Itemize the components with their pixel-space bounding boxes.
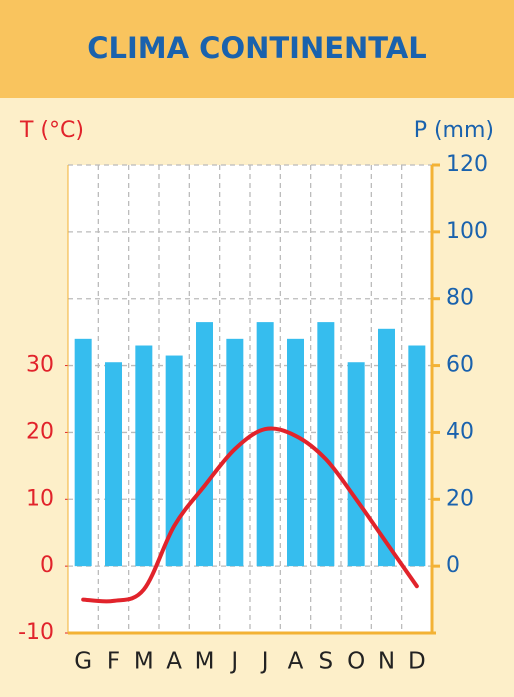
x-tick-label: M: [134, 649, 154, 675]
y-axis-label: T (°C): [19, 118, 84, 143]
y2-tick-label: 100: [446, 219, 488, 244]
y2-tick-label: 40: [446, 419, 474, 444]
y2-tick-label: 60: [446, 353, 474, 378]
y2-axis-label: P (mm): [414, 118, 494, 143]
x-tick-label: A: [288, 649, 304, 675]
x-tick-label: M: [195, 649, 215, 675]
y2-tick-label: 20: [446, 486, 474, 511]
x-tick-label: F: [107, 649, 120, 675]
bar: [135, 345, 153, 567]
x-tick-label: J: [229, 649, 238, 675]
chart-title: CLIMA CONTINENTAL: [87, 31, 427, 65]
y-tick-label: -10: [18, 620, 54, 645]
bar: [408, 345, 426, 567]
y-tick-label: 20: [26, 419, 54, 444]
x-tick-label: O: [347, 649, 365, 675]
bar: [256, 322, 274, 567]
x-tick-label: G: [74, 649, 92, 675]
y-tick-label: 30: [26, 353, 54, 378]
x-tick-label: J: [260, 649, 269, 675]
bar: [165, 355, 183, 567]
x-tick-label: A: [166, 649, 182, 675]
bar: [105, 362, 122, 567]
x-tick-label: N: [378, 649, 395, 675]
y2-tick-label: 80: [446, 286, 474, 311]
bar: [226, 338, 244, 567]
x-tick-label: S: [319, 649, 334, 675]
bar: [74, 338, 92, 567]
bar: [378, 328, 395, 567]
y-tick-label: 10: [26, 486, 54, 511]
bar: [287, 338, 304, 567]
x-tick-label: D: [408, 649, 426, 675]
header-band: [0, 0, 514, 98]
bar: [317, 322, 335, 567]
y2-tick-label: 120: [446, 152, 488, 177]
y-tick-label: 0: [40, 553, 54, 578]
temperature-line: [81, 426, 419, 604]
bar: [196, 322, 213, 567]
y2-tick-label: 0: [446, 553, 460, 578]
bar: [347, 362, 365, 567]
